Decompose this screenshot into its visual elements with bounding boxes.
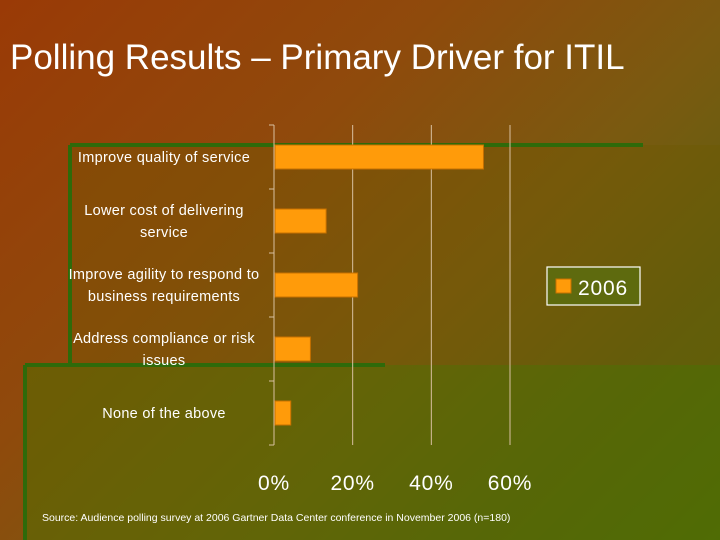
x-tick-label-0: 0% bbox=[258, 472, 290, 495]
bar-1 bbox=[274, 208, 327, 234]
category-label-2-line-0: Improve agility to respond to bbox=[69, 267, 260, 283]
category-label-2-line-1: business requirements bbox=[88, 289, 240, 305]
bar-2 bbox=[274, 272, 359, 298]
x-tick-label-1: 20% bbox=[330, 472, 374, 495]
legend-label: 2006 bbox=[578, 277, 628, 300]
background-line-left bbox=[68, 145, 72, 365]
category-label-1-line-0: Lower cost of delivering bbox=[84, 203, 244, 219]
category-label-4: None of the above bbox=[102, 406, 226, 422]
x-tick-label-2: 40% bbox=[409, 472, 453, 495]
slide-title: Polling Results – Primary Driver for ITI… bbox=[10, 38, 625, 77]
category-label-3-line-0: Address compliance or risk bbox=[73, 331, 255, 347]
background-panel-bottom bbox=[25, 365, 720, 540]
background-panel-top bbox=[70, 145, 720, 365]
background-line-lower-left bbox=[23, 365, 27, 540]
bar-4 bbox=[274, 400, 292, 426]
source-note: Source: Audience polling survey at 2006 … bbox=[42, 512, 511, 524]
background-line-mid bbox=[25, 363, 385, 367]
bar-3 bbox=[274, 336, 311, 362]
x-tick-label-3: 60% bbox=[488, 472, 532, 495]
bar-0 bbox=[274, 144, 484, 170]
legend-swatch bbox=[555, 278, 572, 294]
category-label-3-line-1: issues bbox=[143, 353, 186, 369]
category-label-1-line-1: service bbox=[140, 225, 188, 241]
category-label-0: Improve quality of service bbox=[78, 150, 250, 166]
